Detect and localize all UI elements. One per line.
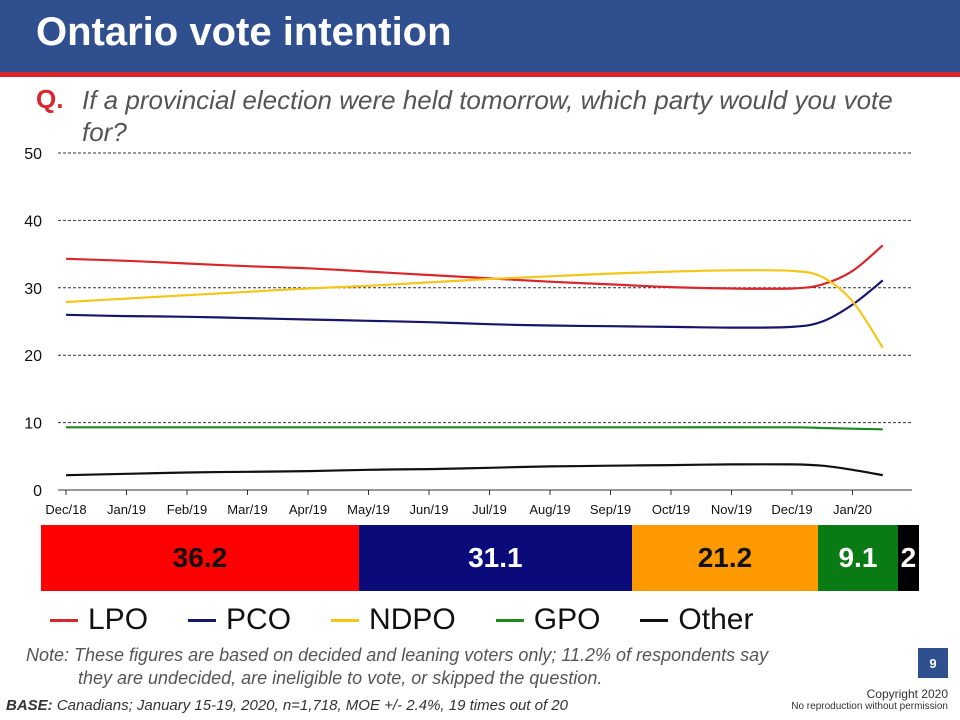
x-tick-label: Aug/19 — [529, 502, 570, 517]
x-tick-label: Oct/19 — [652, 502, 690, 517]
series-line-pco — [65, 279, 884, 329]
x-tick-label: Jun/19 — [409, 502, 448, 517]
question-text: If a provincial election were held tomor… — [82, 85, 893, 147]
footnote: Note: These figures are based on decided… — [26, 644, 916, 690]
x-tick-label: Jan/20 — [833, 502, 872, 517]
series-line-other — [65, 463, 883, 477]
summary-bar-segment-pco: 31.1 — [358, 525, 632, 591]
question-label: Q. — [36, 84, 64, 114]
legend-label: GPO — [533, 603, 601, 636]
legend-swatch — [640, 618, 669, 622]
title-bar — [0, 0, 960, 77]
y-tick-label: 30 — [24, 281, 42, 298]
summary-bar-segment-ndpo: 21.2 — [631, 525, 819, 591]
legend-swatch — [188, 618, 217, 622]
x-tick-label: Feb/19 — [167, 502, 207, 517]
base-label: BASE: — [6, 697, 53, 714]
series-line-ndpo — [65, 269, 884, 349]
x-tick-label: Mar/19 — [227, 502, 267, 517]
legend-swatch — [495, 618, 524, 622]
title-accent-line — [0, 72, 960, 77]
x-tick-label: Nov/19 — [711, 502, 752, 517]
legend-item-pco: PCO — [188, 600, 291, 640]
line-chart: 0 10 20 30 40 50 Dec/18 Jan/19 Feb/19 Mar/19 Apr/1… — [24, 146, 912, 517]
y-tick-label: 50 — [24, 146, 42, 163]
legend-label: NDPO — [369, 603, 456, 636]
note-line-1: Note: These figures are based on decided… — [26, 645, 769, 665]
y-tick-label: 20 — [24, 348, 42, 365]
page-title: Ontario vote intention — [36, 10, 452, 54]
legend: LPO PCO NDPO GPO Other — [50, 600, 950, 640]
x-tick-label: Dec/19 — [771, 502, 812, 517]
page-number: 9 — [918, 648, 948, 678]
legend-item-other: Other — [640, 600, 753, 640]
y-tick-label: 10 — [24, 416, 42, 433]
legend-label: Other — [678, 603, 754, 636]
base-note: BASE: Canadians; January 15-19, 2020, n=… — [6, 697, 568, 714]
note-line-2: they are undecided, are ineligible to vo… — [78, 668, 603, 688]
legend-swatch — [331, 618, 360, 622]
y-tick-label: 40 — [24, 213, 42, 230]
legend-item-ndpo: NDPO — [331, 600, 456, 640]
series-line-gpo — [65, 426, 883, 431]
x-tick-label: Apr/19 — [289, 502, 327, 517]
x-tick-label: May/19 — [347, 502, 390, 517]
base-text: Canadians; January 15-19, 2020, n=1,718,… — [56, 697, 568, 714]
copyright-text: Copyright 2020 — [866, 687, 948, 701]
y-tick-label: 0 — [33, 483, 42, 500]
series-line-lpo — [65, 244, 884, 290]
summary-bar-segment-gpo: 9.1 — [818, 525, 898, 591]
legend-item-lpo: LPO — [50, 600, 148, 640]
x-tick-label: Sep/19 — [590, 502, 631, 517]
copyright: Copyright 2020 No reproduction without p… — [791, 687, 948, 712]
legend-swatch — [50, 618, 78, 622]
legend-item-gpo: GPO — [495, 600, 601, 640]
copyright-subtext: No reproduction without permission — [791, 701, 948, 712]
summary-bar-segment-lpo: 36.2 — [41, 525, 359, 591]
legend-label: PCO — [226, 603, 292, 636]
x-tick-label: Jan/19 — [107, 502, 146, 517]
x-tick-label: Dec/18 — [45, 502, 86, 517]
summary-bar-segment-other: 2 — [897, 525, 919, 591]
legend-label: LPO — [88, 603, 149, 636]
x-tick-label: Jul/19 — [472, 502, 507, 517]
